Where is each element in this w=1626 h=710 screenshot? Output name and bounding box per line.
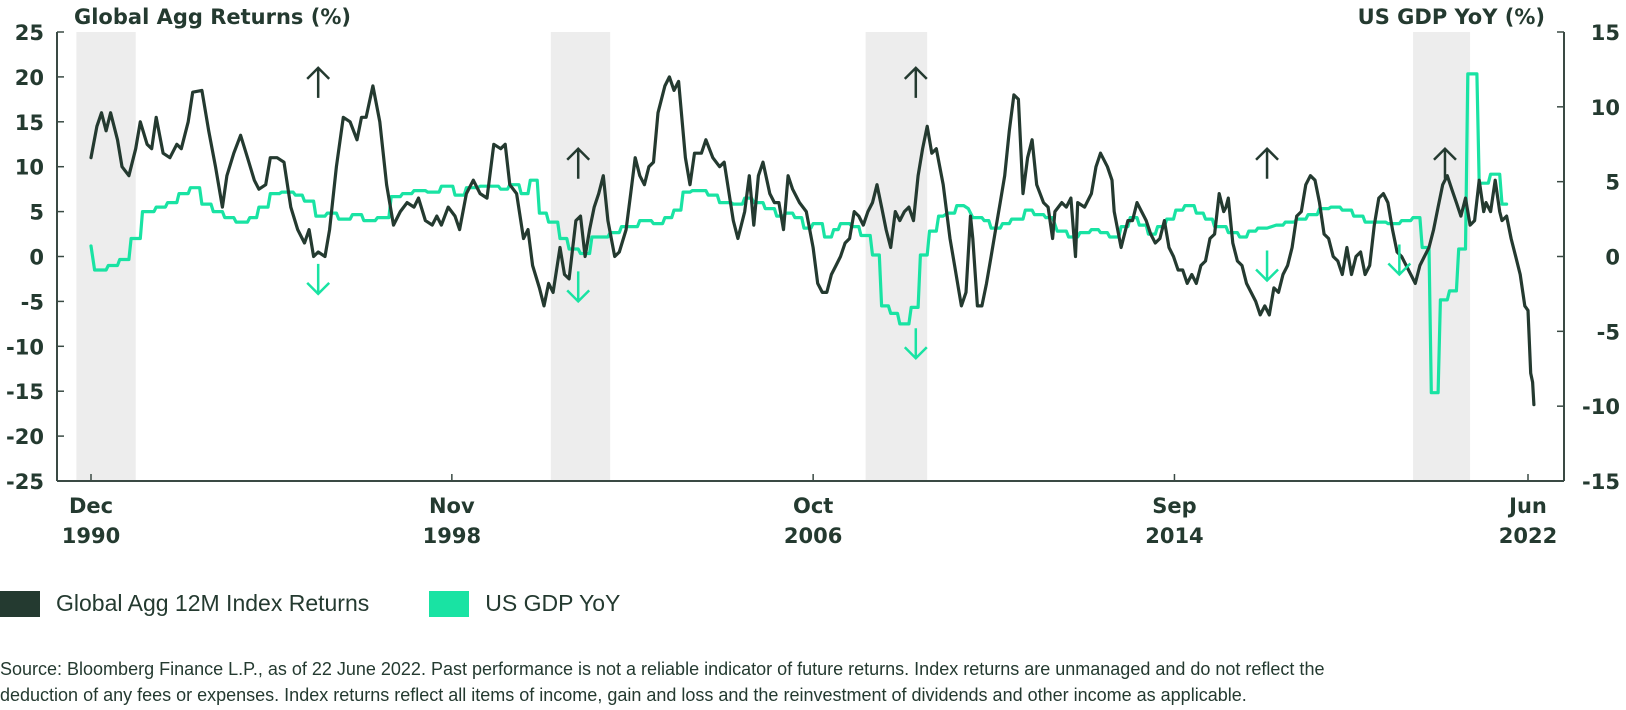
left-tick-label: 25 (15, 21, 44, 45)
annotation-arrows (306, 66, 1457, 361)
x-tick-month: Dec (69, 494, 113, 518)
left-tick-label: -20 (6, 425, 44, 449)
footnote-line-2: deduction of any fees or expenses. Index… (0, 685, 1247, 705)
arrow-down-icon (1387, 244, 1412, 277)
right-y-axis: 15 10 5 0 -5 -10 -15 (1557, 21, 1620, 494)
legend-item-returns: Global Agg 12M Index Returns (0, 590, 369, 617)
x-tick-year: 2022 (1499, 524, 1557, 548)
arrow-path (566, 271, 591, 304)
right-tick-label: 15 (1591, 21, 1620, 45)
x-tick-month: Sep (1152, 494, 1196, 518)
recession-bands (76, 32, 1471, 481)
arrow-path (306, 263, 331, 296)
arrow-down-icon (1255, 250, 1279, 283)
arrow-up-icon (1255, 146, 1279, 179)
x-tick-year: 1998 (423, 524, 481, 548)
left-tick-label: 0 (29, 246, 44, 270)
x-tick-year: 1990 (62, 524, 120, 548)
x-tick-month: Oct (793, 494, 833, 518)
left-y-axis: 25 20 15 10 5 0 -5 -10 -15 -20 -25 (6, 21, 64, 494)
arrow-down-icon (903, 328, 928, 361)
chart: Global Agg Returns (%) US GDP YoY (%) 25… (6, 5, 1620, 548)
arrow-up-icon (306, 66, 331, 98)
x-axis: Dec 1990 Nov 1998 Oct 2006 Sep 2014 Jun 2022 (57, 474, 1564, 548)
legend-label-gdp: US GDP YoY (485, 590, 621, 616)
left-tick-label: 15 (15, 111, 44, 135)
arrow-path (306, 66, 331, 98)
arrow-down-icon (566, 271, 591, 304)
recession-band (76, 32, 136, 481)
arrow-path (903, 66, 928, 98)
source-footnote: Source: Bloomberg Finance L.P., as of 22… (0, 656, 1600, 708)
left-tick-label: -5 (21, 290, 44, 314)
left-axis-title: Global Agg Returns (%) (74, 5, 351, 29)
legend-label-returns: Global Agg 12M Index Returns (56, 590, 370, 616)
arrow-path (1255, 146, 1279, 179)
arrow-up-icon (1433, 146, 1457, 179)
arrow-down-icon (306, 263, 331, 296)
legend-swatch-returns (0, 590, 40, 617)
left-tick-label: -15 (6, 380, 44, 404)
recession-band (1413, 32, 1471, 481)
left-tick-label: 10 (15, 156, 44, 180)
arrow-path (903, 328, 928, 361)
right-tick-label: 10 (1591, 96, 1620, 120)
right-tick-label: 0 (1605, 246, 1620, 270)
legend: Global Agg 12M Index Returns US GDP YoY (0, 590, 680, 617)
x-tick-month: Nov (429, 494, 475, 518)
legend-swatch-gdp (429, 590, 470, 617)
arrow-path (1387, 244, 1412, 277)
series-line-returns (89, 75, 1536, 407)
legend-item-gdp: US GDP YoY (429, 590, 620, 617)
left-tick-label: 5 (29, 201, 44, 225)
right-tick-label: -5 (1597, 320, 1620, 344)
series-lines (89, 72, 1536, 407)
left-tick-label: -10 (6, 335, 44, 359)
x-tick-month: Jun (1507, 494, 1547, 518)
arrow-up-icon (903, 66, 928, 98)
x-tick-year: 2014 (1145, 524, 1203, 548)
left-tick-label: 20 (15, 66, 44, 90)
left-tick-label: -25 (6, 470, 44, 494)
footnote-line-1: Source: Bloomberg Finance L.P., as of 22… (0, 659, 1325, 679)
arrow-path (1433, 146, 1457, 179)
x-tick-year: 2006 (784, 524, 842, 548)
right-tick-label: -10 (1582, 395, 1620, 419)
arrow-path (1255, 250, 1279, 283)
right-tick-label: -15 (1582, 470, 1620, 494)
arrow-path (566, 146, 591, 179)
right-axis-title: US GDP YoY (%) (1358, 5, 1545, 29)
right-tick-label: 5 (1605, 171, 1620, 195)
series-line-gdp (89, 72, 1509, 395)
arrow-up-icon (566, 146, 591, 179)
